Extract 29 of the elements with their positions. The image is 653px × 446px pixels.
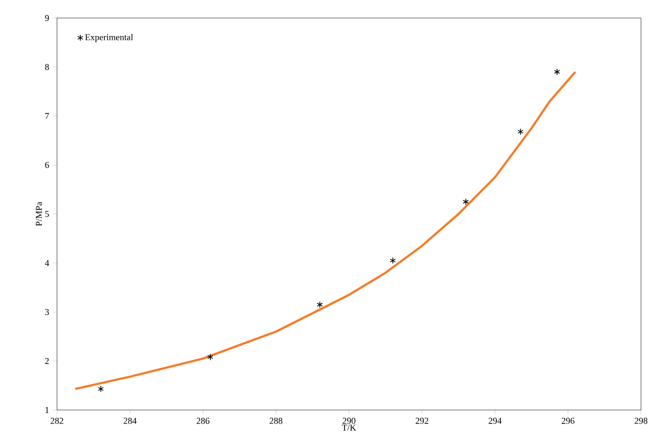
x-tick-label: 288 <box>270 418 282 424</box>
x-axis-title: T/K <box>342 424 356 431</box>
y-tick-label: 1 <box>46 407 49 413</box>
y-tick-label: 9 <box>45 14 49 22</box>
point <box>462 198 469 206</box>
y-tick-label: 7 <box>45 113 49 119</box>
point <box>554 68 560 76</box>
y-tick-label: 5 <box>45 211 49 217</box>
x-tick-label: 294 <box>488 418 502 424</box>
y-tick-label: 2 <box>45 358 49 364</box>
x-tick-label: 296 <box>562 418 574 424</box>
point <box>207 354 214 360</box>
x-tick-label: 286 <box>196 418 210 424</box>
line-series <box>74 70 576 390</box>
y-tick-label: 4 <box>44 260 50 266</box>
point <box>316 301 323 308</box>
x-tick-label: 290 <box>342 418 356 424</box>
point <box>98 386 104 392</box>
y-tick-label: 3 <box>45 308 49 316</box>
legend-label: Experimental <box>85 34 134 42</box>
point <box>390 257 396 264</box>
x-tick-label: 284 <box>124 418 137 424</box>
x-tick-label: 298 <box>634 418 648 424</box>
x-tick-label: 282 <box>50 418 64 424</box>
point <box>518 128 524 136</box>
x-tick-label: 292 <box>416 418 428 424</box>
y-axis-title: P/MPa <box>36 202 42 226</box>
y-tick-label: 8 <box>45 64 49 70</box>
y-tick-label: 6 <box>45 162 49 168</box>
